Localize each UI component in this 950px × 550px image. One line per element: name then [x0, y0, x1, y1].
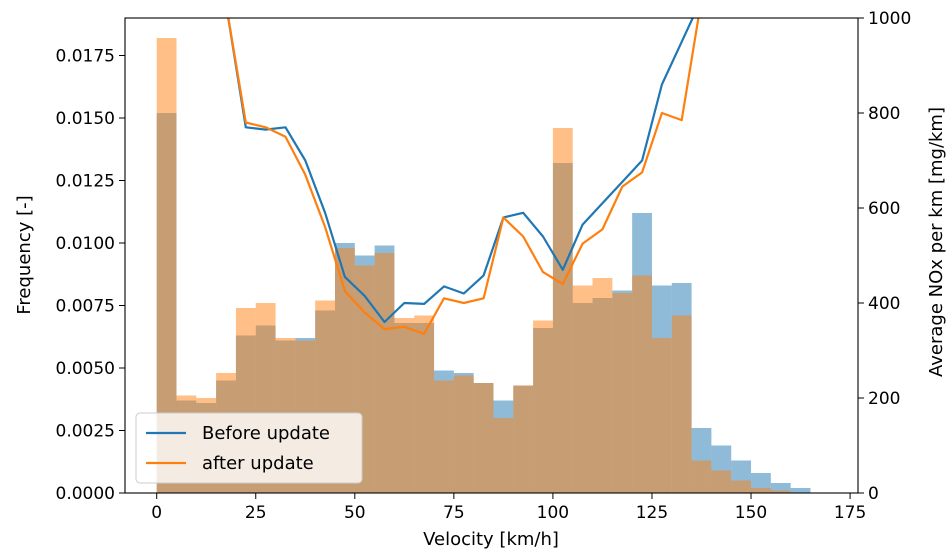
legend-box	[135, 412, 363, 484]
y-tick-label: 0.0000	[56, 484, 115, 504]
x-tick-label: 50	[344, 503, 366, 523]
hist-bar-after	[691, 460, 712, 493]
y2-tick-label: 200	[868, 389, 900, 409]
hist-bar-after	[770, 490, 791, 493]
plot-frame	[124, 17, 859, 494]
hist-bar-after	[513, 385, 534, 493]
y-tick-label: 0.0100	[56, 234, 115, 254]
hist-bar-after	[651, 338, 672, 493]
y2-tick-label: 0	[868, 484, 879, 504]
hist-bar-after	[572, 285, 593, 493]
hist-bar-after	[731, 480, 752, 493]
y2-tick-label: 1000	[868, 9, 911, 29]
y-tick-label: 0.0075	[56, 297, 115, 317]
y-tick-label: 0.0175	[56, 47, 115, 67]
x-tick-label: 25	[245, 503, 267, 523]
hist-bar-after	[632, 275, 652, 493]
hist-bar-after	[473, 383, 494, 493]
y2-tick-label: 600	[868, 199, 900, 219]
x-tick-label: 150	[735, 503, 767, 523]
hist-bar-after	[533, 320, 553, 493]
x-tick-label: 175	[834, 503, 866, 523]
y2-axis-label: Average NOx per km [mg/km]	[926, 107, 947, 377]
y-tick-label: 0.0150	[56, 109, 115, 129]
x-tick-label: 75	[443, 503, 465, 523]
legend: Before update after update	[135, 412, 363, 484]
x-tick-label: 0	[151, 503, 162, 523]
y-tick-label: 0.0050	[56, 359, 115, 379]
x-axis-label: Velocity [km/h]	[423, 529, 559, 550]
x-tick-label: 125	[636, 503, 668, 523]
hist-bar-after	[374, 253, 395, 493]
hist-bar-after	[434, 380, 454, 493]
x-tick-label: 100	[537, 503, 569, 523]
legend-label: after update	[202, 453, 314, 474]
y2-tick-label: 800	[868, 104, 900, 124]
y2-tick-label: 400	[868, 294, 900, 314]
nox-lines	[227, 18, 700, 335]
nox-line-after	[227, 18, 700, 335]
hist-bar-after	[394, 318, 415, 493]
y-tick-label: 0.0025	[56, 422, 115, 442]
nox-line-before	[227, 18, 694, 324]
hist-bar-after	[671, 315, 692, 493]
hist-bar-after	[453, 375, 474, 493]
hist-bar-before	[770, 483, 791, 493]
y-tick-label: 0.0125	[56, 172, 115, 192]
legend-label: Before update	[202, 423, 330, 444]
hist-bar-after	[592, 278, 613, 493]
hist-bar-after	[552, 128, 573, 493]
hist-bar-after	[751, 488, 771, 493]
hist-bar-before	[790, 488, 811, 493]
y-axis-label: Frequency [-]	[14, 195, 35, 314]
hist-bar-after	[156, 38, 177, 493]
hist-bar-after	[612, 293, 633, 493]
hist-bar-after	[493, 418, 514, 493]
axes: 0 25 50 75 100 125 150 175 0.0000 0.0025 0.0050 0.0…	[56, 9, 912, 523]
hist-bar-after	[414, 315, 435, 493]
hist-bar-after	[711, 470, 732, 493]
